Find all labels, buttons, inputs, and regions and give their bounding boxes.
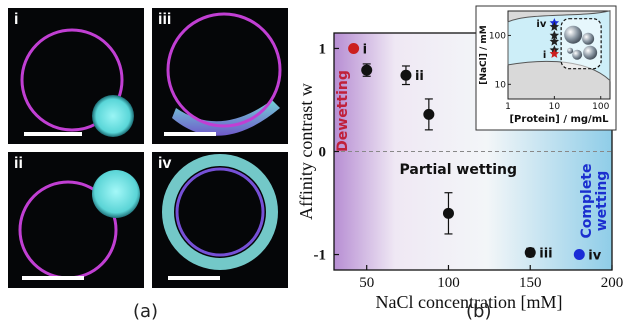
data-point xyxy=(442,207,454,219)
scale-bar xyxy=(22,276,84,280)
y-tick-label: 1 xyxy=(319,41,327,57)
micrograph-iv-image xyxy=(162,154,278,270)
x-tick-label: 200 xyxy=(601,275,624,291)
star-marker xyxy=(549,21,560,31)
inset-y-axis-label: [NaCl] / mM xyxy=(479,25,489,84)
condensate-sphere xyxy=(582,32,595,45)
micrograph-label: ii xyxy=(14,155,23,172)
vesicle-membrane xyxy=(166,12,282,128)
star-marker xyxy=(549,30,560,40)
vesicle-membrane xyxy=(175,167,265,257)
point-label: ii xyxy=(415,69,424,84)
micrograph-label: iii xyxy=(158,11,172,28)
inset-point-label: i xyxy=(543,50,546,61)
complete-wetting-region-label: wetting xyxy=(594,171,610,232)
point-label: i xyxy=(363,42,367,57)
protein-wetting-cap xyxy=(172,100,280,136)
star-marker xyxy=(549,48,560,58)
inset-y-tick-label: 10 xyxy=(495,80,507,90)
data-point xyxy=(423,108,435,120)
dewetting-region-label: Dewetting xyxy=(335,70,351,152)
y-axis-label: Affinity contrast w xyxy=(296,83,316,220)
complete-wetting-region-label: Complete xyxy=(579,164,595,239)
vesicle-membrane xyxy=(20,28,124,132)
inset-x-axis-label: [Protein] / mg/mL xyxy=(509,114,609,125)
micrograph-iii-image xyxy=(166,12,282,136)
data-point xyxy=(361,64,373,76)
inset-x-tick-label: 1 xyxy=(505,102,511,112)
data-point xyxy=(348,42,360,54)
x-tick-label: 50 xyxy=(359,275,374,291)
scale-bar xyxy=(164,132,216,136)
y-tick-label: 0 xyxy=(319,145,327,161)
y-tick-label: -1 xyxy=(314,248,327,264)
micrograph-label: i xyxy=(14,11,19,28)
micrograph-iii: iii xyxy=(152,8,288,144)
condensate-illustration-box xyxy=(560,18,602,70)
condensate-sphere xyxy=(572,49,583,60)
condensate-sphere xyxy=(583,45,598,60)
micrograph-i-image xyxy=(20,28,134,137)
partial-wetting-region-label: Partial wetting xyxy=(400,162,517,178)
protein-droplet xyxy=(92,95,134,137)
inset-x-tick-label: 100 xyxy=(592,102,609,112)
micrograph-i: i xyxy=(8,8,144,144)
star-marker xyxy=(549,36,560,46)
inset-x-tick-label: 10 xyxy=(549,102,561,112)
protein-wetting-shell xyxy=(162,154,278,270)
point-label: iv xyxy=(588,249,601,264)
x-axis-label: NaCl concentration [mM] xyxy=(376,292,563,312)
scale-bar xyxy=(168,276,220,280)
panel-a-caption: (a) xyxy=(133,301,159,322)
panel-b-caption: (b) xyxy=(466,301,492,322)
data-point xyxy=(524,246,536,258)
protein-droplet xyxy=(92,170,140,218)
x-tick-label: 150 xyxy=(519,275,542,291)
micrograph-label: iv xyxy=(158,155,172,172)
inset-y-tick-label: 100 xyxy=(489,31,506,41)
condensate-sphere xyxy=(564,25,583,44)
micrograph-iv: iv xyxy=(152,152,288,288)
scale-bar xyxy=(24,132,82,136)
point-label: iii xyxy=(539,246,552,261)
condensate-sphere xyxy=(567,47,574,54)
data-point xyxy=(573,249,585,261)
inset-point-label: iv xyxy=(536,19,546,30)
data-point xyxy=(400,69,412,81)
x-tick-label: 100 xyxy=(437,275,460,291)
micrograph-ii: ii xyxy=(8,152,144,288)
